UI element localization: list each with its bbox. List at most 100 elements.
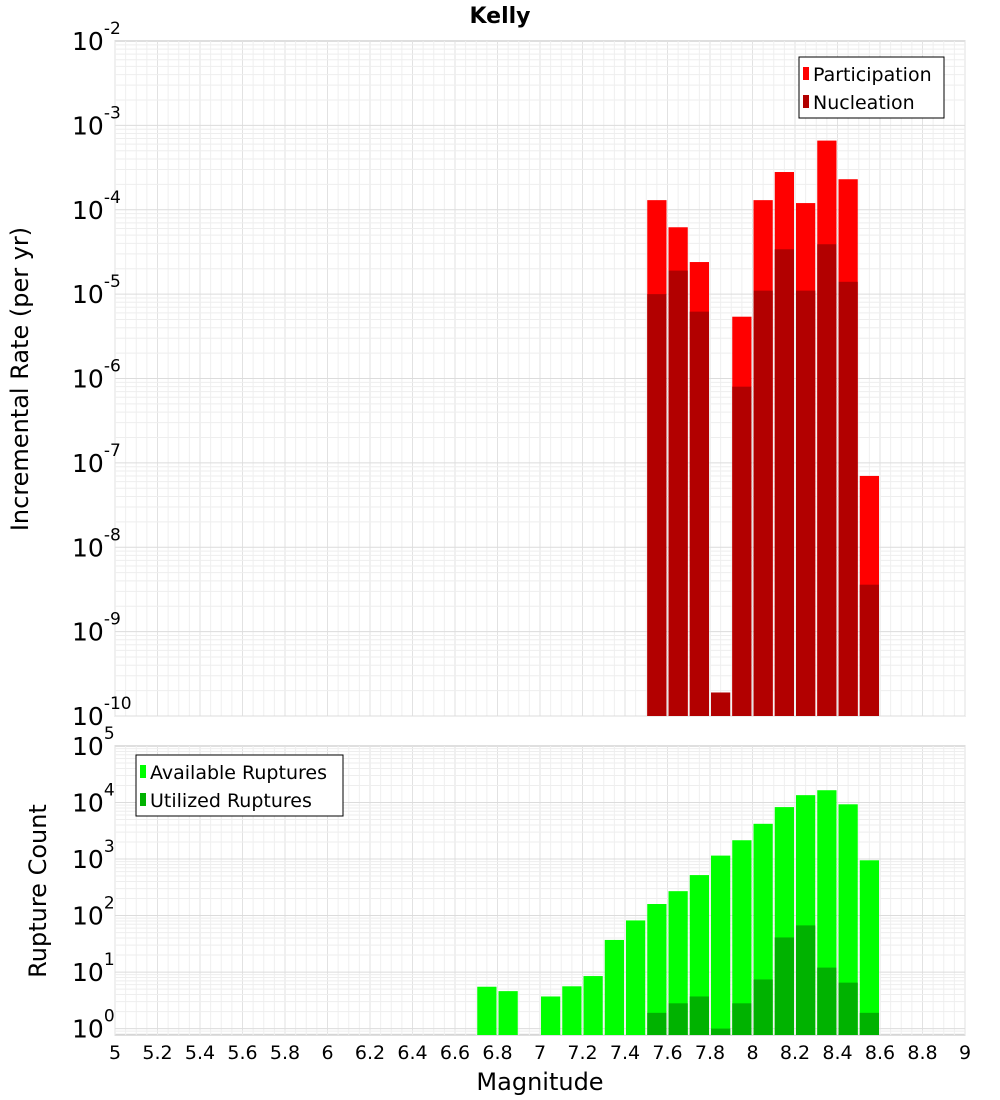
bar-available-ruptures [711,855,731,1035]
x-tick-label: 8.4 [822,1042,852,1064]
y-tick-exponent: 1 [104,950,115,970]
y-tick-label: 10-6 [72,357,121,394]
bottom-legend: Available Ruptures Utilized Ruptures [135,754,344,817]
y-tick-exponent: -8 [104,525,121,545]
legend-swatch [803,67,809,80]
bar-available-ruptures [689,875,709,1035]
bar-available-ruptures [626,920,646,1035]
x-tick-label: 8 [746,1042,758,1064]
bar-utilized-ruptures [817,967,837,1035]
y-tick-label: 10-9 [72,610,121,647]
legend-label: Participation [813,64,932,86]
y-tick-label: 10-10 [72,694,132,731]
bar-utilized-ruptures [838,982,858,1035]
bottom-y-ticks: 1 0 5 104 103 102 101 100 [72,724,115,1044]
legend-label: Utilized Ruptures [150,790,312,812]
x-tick-label: 7.8 [695,1042,725,1064]
y-tick-exponent: -5 [104,272,121,292]
bar-available-ruptures [541,996,561,1035]
legend-box [798,56,945,119]
bar-utilized-ruptures [668,1003,688,1035]
y-tick-exponent: -9 [104,610,121,630]
bar-nucleation [753,290,773,716]
bar-nucleation [859,584,879,716]
x-tick-label: 5.8 [270,1042,300,1064]
y-tick-label: 10-3 [72,103,121,140]
bar-nucleation [732,386,752,716]
bottom-bars [477,790,879,1035]
y-tick-exponent: -10 [104,694,132,714]
bar-utilized-ruptures [711,1028,731,1035]
top-y-axis-label: Incremental Rate (per yr) [6,227,34,531]
chart-title: Kelly [469,4,530,29]
x-tick-label: 6.2 [355,1042,385,1064]
bar-utilized-ruptures [774,937,794,1035]
x-tick-label: 5.6 [227,1042,257,1064]
bottom-y-axis-label: Rupture Count [24,804,52,978]
x-tick-label: 8.2 [780,1042,810,1064]
x-tick-label: 5.2 [142,1042,172,1064]
y-tick-label: 103 [72,837,115,874]
x-tick-label: 7.4 [610,1042,640,1064]
x-tick-label: 7.6 [652,1042,682,1064]
bar-available-ruptures [562,986,582,1035]
bar-nucleation [796,290,816,716]
bar-nucleation [817,244,837,716]
x-tick-label: 7.2 [567,1042,597,1064]
bar-available-ruptures [477,986,497,1035]
bar-nucleation [689,311,709,716]
y-tick-label: 10-7 [72,441,121,478]
legend-swatch [140,793,146,806]
y-tick-label: 10-8 [72,525,121,562]
y-tick-label: 100 [72,1007,115,1044]
y-tick-exponent: -3 [104,103,121,123]
legend-box [135,754,344,817]
y-tick-exponent: -4 [104,188,121,208]
x-tick-label: 6.8 [482,1042,512,1064]
bar-utilized-ruptures [796,925,816,1035]
y-tick-exponent: -2 [104,19,121,39]
bar-available-ruptures [604,939,624,1035]
y-tick-exponent: 5 [104,724,115,744]
bar-nucleation [647,294,667,717]
bar-utilized-ruptures [689,996,709,1035]
legend-swatch [803,95,809,108]
bar-available-ruptures [583,976,603,1035]
bar-nucleation [668,270,688,716]
x-tick-label: 5 [109,1042,121,1064]
bar-available-ruptures [668,891,688,1035]
x-tick-label: 8.6 [865,1042,895,1064]
bar-available-ruptures [859,860,879,1035]
x-tick-label: 6 [321,1042,333,1064]
bar-nucleation [711,692,731,716]
legend-swatch [140,765,146,778]
bar-nucleation [774,249,794,716]
bar-available-ruptures [838,804,858,1035]
y-tick-label: 104 [72,781,115,818]
bar-utilized-ruptures [859,1012,879,1035]
y-tick-label: 10-2 [72,19,121,56]
y-tick-exponent: 3 [104,837,115,857]
bar-nucleation [838,281,858,716]
bottom-panel: 1 0 5 104 103 102 101 100 Rupture Count Availab… [24,724,966,1044]
y-tick-exponent: 0 [104,1007,115,1027]
bar-utilized-ruptures [647,1012,667,1035]
x-tick-label: 6.6 [440,1042,470,1064]
y-tick-exponent: 4 [104,781,115,801]
x-axis-label: Magnitude [476,1068,603,1096]
x-tick-label: 6.4 [397,1042,427,1064]
bar-available-ruptures [647,904,667,1035]
y-tick-exponent: -7 [104,441,121,461]
legend-label: Available Ruptures [150,762,327,784]
y-tick-exponent: 2 [104,894,115,914]
top-grid [114,41,966,717]
top-legend: Participation Nucleation [798,56,945,119]
bar-available-ruptures [498,991,518,1035]
y-tick-exponent: -6 [104,357,121,377]
bar-available-ruptures [732,840,752,1035]
bar-utilized-ruptures [753,979,773,1035]
y-tick-label: 10-4 [72,188,121,225]
x-tick-label: 7 [534,1042,546,1064]
top-panel: 10-2 10-3 10-4 10-5 10-6 10-7 10-8 10-9 10-10 In… [6,19,966,731]
